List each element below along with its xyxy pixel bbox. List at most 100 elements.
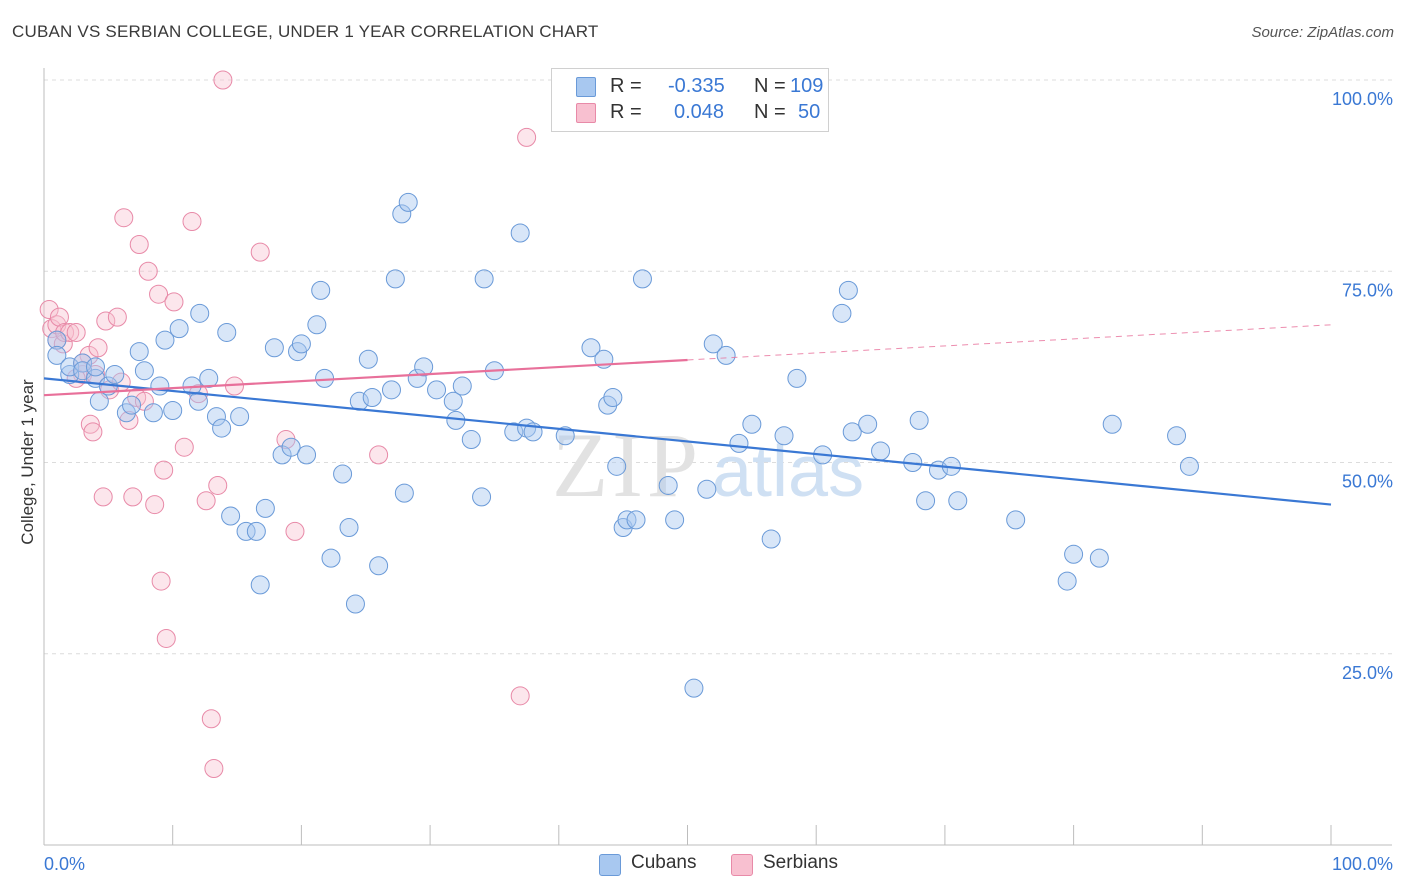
- serbian-point: [42, 319, 62, 339]
- serbian-point: [93, 487, 113, 507]
- cuban-point: [230, 407, 250, 427]
- grid-lines: [44, 79, 1392, 655]
- legend-swatch-cubans: [576, 77, 596, 97]
- cuban-point: [1089, 548, 1109, 568]
- cubans-trend-line: [43, 377, 1332, 506]
- cuban-point: [339, 518, 359, 538]
- cuban-point: [607, 456, 627, 476]
- y-tick-label: 100.0%: [1332, 89, 1393, 109]
- cuban-point: [105, 365, 125, 385]
- cuban-point: [236, 521, 256, 541]
- cuban-point: [394, 483, 414, 503]
- cuban-point: [369, 556, 389, 576]
- cuban-point: [414, 357, 434, 377]
- cuban-point: [381, 380, 401, 400]
- serbian-point: [156, 628, 176, 648]
- cuban-point: [742, 414, 762, 434]
- legend-r-label: R =: [610, 101, 642, 123]
- cuban-point: [398, 192, 418, 212]
- cuban-point: [774, 426, 794, 446]
- cuban-point: [452, 376, 472, 396]
- cuban-point: [150, 376, 170, 396]
- legend-label-cubans: Cubans: [631, 852, 697, 873]
- cuban-point: [787, 368, 807, 388]
- cuban-point: [345, 594, 365, 614]
- legend-n-value: 109: [790, 75, 824, 97]
- cuban-point: [838, 280, 858, 300]
- cuban-point: [85, 357, 105, 377]
- cuban-point: [1064, 544, 1084, 564]
- serbian-point: [107, 307, 127, 327]
- cuban-point: [871, 441, 891, 461]
- cuban-point: [122, 395, 142, 415]
- x-tick-label: 0.0%: [44, 854, 85, 874]
- serbian-point: [517, 127, 537, 147]
- serbian-point: [145, 495, 165, 515]
- cuban-point: [47, 330, 67, 350]
- cuban-point: [581, 338, 601, 358]
- cuban-point: [155, 330, 175, 350]
- cuban-point: [129, 342, 149, 362]
- serbian-point: [208, 475, 228, 495]
- cuban-point: [1179, 456, 1199, 476]
- cuban-point: [703, 334, 723, 354]
- cuban-point: [250, 575, 270, 595]
- serbians-trend-extension: [687, 324, 1332, 361]
- serbian-point: [510, 686, 530, 706]
- axes: [43, 68, 1392, 846]
- serbian-point: [96, 311, 116, 331]
- serbian-point: [213, 70, 233, 90]
- cuban-point: [474, 269, 494, 289]
- cuban-point: [1102, 414, 1122, 434]
- cuban-point: [264, 338, 284, 358]
- cuban-point: [199, 368, 219, 388]
- cuban-point: [297, 445, 317, 465]
- legend-r-label: R =: [610, 75, 642, 97]
- cuban-point: [1006, 510, 1026, 530]
- cuban-point: [858, 414, 878, 434]
- serbian-point: [149, 284, 169, 304]
- legend-n-label: N =: [754, 101, 786, 123]
- x-tick-label: 100.0%: [1332, 854, 1393, 874]
- legend-n-value: 50: [798, 101, 821, 123]
- cuban-point: [169, 319, 189, 339]
- legend-label-serbians: Serbians: [763, 852, 838, 873]
- serbian-point: [151, 571, 171, 591]
- legend-r-value: 0.048: [674, 101, 725, 123]
- y-tick-label: 75.0%: [1342, 280, 1393, 300]
- cuban-point: [246, 521, 266, 541]
- cuban-point: [291, 334, 311, 354]
- cuban-point: [729, 433, 749, 453]
- serbian-point: [154, 460, 174, 480]
- cuban-point: [47, 345, 67, 365]
- serbians-trend-line: [43, 358, 688, 397]
- serbian-point: [114, 208, 134, 228]
- legend-swatch-cubans: [599, 854, 621, 876]
- cuban-point: [665, 510, 685, 530]
- serbian-point: [83, 422, 103, 442]
- cuban-point: [143, 403, 163, 423]
- cuban-point: [307, 315, 327, 335]
- cuban-point: [626, 510, 646, 530]
- cuban-point: [697, 479, 717, 499]
- cuban-point: [427, 380, 447, 400]
- cuban-point: [684, 678, 704, 698]
- cuban-point: [206, 407, 226, 427]
- cuban-point: [909, 410, 929, 430]
- serbian-point: [182, 212, 202, 232]
- cuban-point: [461, 430, 481, 450]
- cuban-point: [217, 322, 237, 342]
- serbian-point: [129, 234, 149, 254]
- cuban-point: [255, 498, 275, 518]
- tick-labels: 100.0% 75.0% 50.0% 25.0% 0.0% 100.0% College, …: [18, 89, 1393, 874]
- cuban-point: [190, 303, 210, 323]
- cuban-point: [658, 475, 678, 495]
- cuban-point: [60, 365, 80, 385]
- series-cubans: [47, 192, 1199, 698]
- cuban-point: [73, 353, 93, 373]
- cuban-point: [1167, 426, 1187, 446]
- cuban-point: [392, 204, 412, 224]
- cuban-point: [188, 391, 208, 411]
- series-serbians: [39, 70, 537, 778]
- serbian-point: [55, 322, 75, 342]
